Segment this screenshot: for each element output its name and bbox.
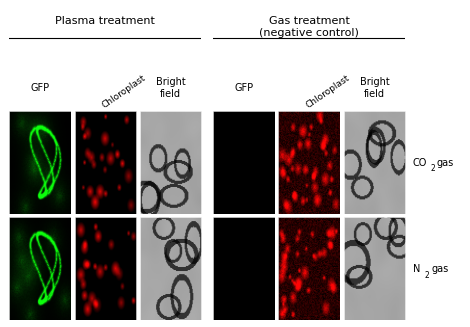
Text: GFP: GFP: [31, 83, 50, 93]
Text: 2: 2: [430, 164, 435, 173]
Text: Chloroplast: Chloroplast: [304, 73, 351, 110]
Text: gas: gas: [432, 264, 449, 274]
Text: Plasma treatment: Plasma treatment: [55, 16, 155, 26]
Text: Chloroplast: Chloroplast: [100, 73, 148, 110]
Text: Bright
field: Bright field: [360, 77, 389, 99]
Text: Bright
field: Bright field: [156, 77, 186, 99]
Text: 2: 2: [424, 271, 429, 280]
Text: GFP: GFP: [235, 83, 253, 93]
Text: Gas treatment
(negative control): Gas treatment (negative control): [259, 16, 359, 38]
Text: gas: gas: [437, 158, 454, 168]
Text: CO: CO: [413, 158, 427, 168]
Text: N: N: [413, 264, 420, 274]
